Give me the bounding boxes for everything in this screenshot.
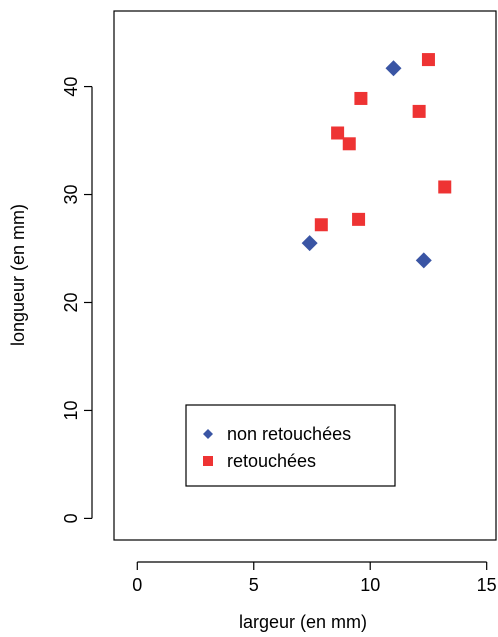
x-tick-label: 15 (477, 575, 497, 595)
point-non-retouchees (415, 252, 432, 269)
x-tick-label: 10 (360, 575, 380, 595)
y-tick-label: 40 (61, 77, 81, 97)
point-non-retouchees (385, 60, 402, 77)
data-points (301, 53, 452, 269)
legend-box (185, 404, 396, 487)
point-retouchees (352, 212, 366, 226)
y-tick-label: 0 (61, 513, 81, 523)
legend-marker (203, 429, 213, 439)
x-tick-label: 0 (132, 575, 142, 595)
y-tick-label: 10 (61, 400, 81, 420)
point-retouchees (314, 218, 328, 232)
point-non-retouchees (301, 235, 318, 252)
x-axis-label: largeur (en mm) (239, 612, 367, 632)
y-tick-label: 20 (61, 292, 81, 312)
point-retouchees (438, 180, 452, 194)
y-axis-label: longueur (en mm) (8, 204, 28, 346)
y-axis: 0 10 20 30 40 (61, 77, 93, 523)
legend-label: retouchées (227, 451, 316, 471)
legend: non retouchées retouchées (185, 404, 396, 487)
point-retouchees (421, 53, 435, 67)
point-retouchees (331, 126, 345, 140)
point-retouchees (342, 137, 356, 151)
point-retouchees (354, 91, 368, 105)
x-axis: 0 5 10 15 (132, 561, 497, 595)
y-tick-label: 30 (61, 185, 81, 205)
x-tick-label: 5 (249, 575, 259, 595)
legend-label: non retouchées (227, 424, 351, 444)
point-retouchees (412, 104, 426, 118)
plot-frame (113, 10, 497, 541)
legend-marker (203, 456, 213, 466)
